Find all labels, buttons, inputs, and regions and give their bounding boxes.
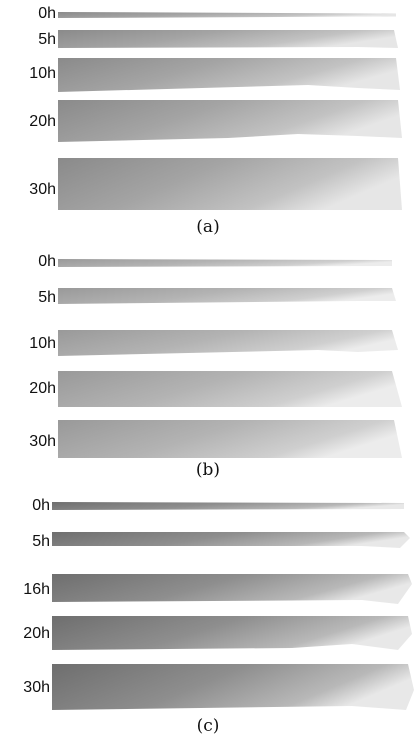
profile-strip (58, 330, 398, 356)
profile-strip (58, 420, 402, 458)
profile-strip (58, 288, 396, 304)
profile-strip (58, 259, 392, 267)
profile-strip (58, 100, 402, 142)
time-label: 10h (29, 335, 56, 352)
time-label: 5h (38, 31, 56, 48)
panel-a: 0h 5h 10h 20h 30h (a) (0, 0, 416, 240)
profile-strip (52, 502, 404, 510)
time-label: 20h (23, 625, 50, 642)
time-label: 30h (23, 679, 50, 696)
time-label: 5h (38, 289, 56, 306)
profile-strip (58, 30, 398, 48)
time-label: 5h (32, 533, 50, 550)
panel-c: 0h 5h 16h 20h 30h (c) (0, 490, 416, 736)
profile-strip (58, 58, 400, 92)
caption-a: (a) (196, 217, 220, 237)
profile-strip (52, 574, 412, 604)
profile-strip (52, 616, 412, 650)
profile-strip (52, 532, 410, 548)
time-label: 0h (38, 253, 56, 270)
time-label: 20h (29, 113, 56, 130)
time-label: 0h (38, 5, 56, 22)
time-label: 30h (29, 181, 56, 198)
profile-strip (58, 12, 396, 18)
time-label: 16h (23, 581, 50, 598)
profile-strip (58, 371, 402, 407)
caption-c: (c) (196, 716, 220, 736)
time-label: 10h (29, 65, 56, 82)
time-label: 20h (29, 380, 56, 397)
profile-strip (58, 158, 402, 210)
time-label: 0h (32, 497, 50, 514)
caption-b: (b) (195, 460, 221, 480)
panel-b: 0h 5h 10h 20h 30h (b) (0, 250, 416, 480)
profile-strip (52, 664, 414, 710)
time-label: 30h (29, 433, 56, 450)
